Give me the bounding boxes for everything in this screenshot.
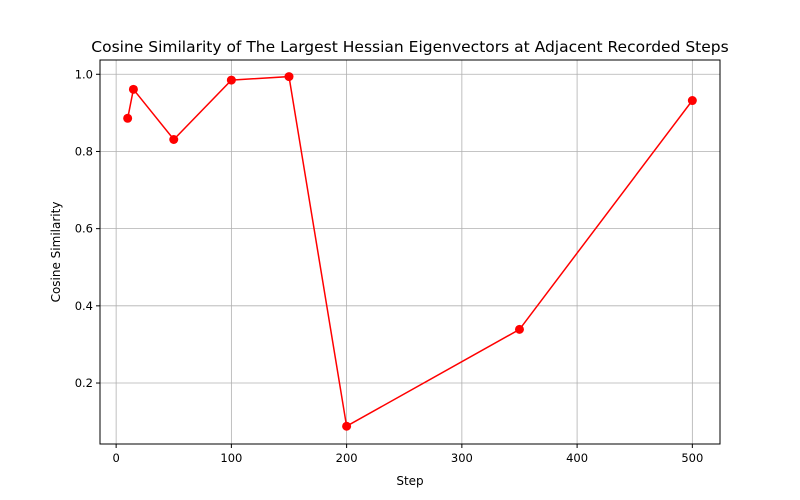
series-marker-layer	[123, 72, 697, 431]
data-point	[169, 135, 179, 145]
data-point	[128, 84, 138, 94]
grid	[100, 60, 720, 444]
y-tick-label: 0.8	[75, 144, 93, 158]
x-axis-label: Step	[396, 474, 423, 488]
series-line-layer	[126, 75, 693, 428]
plot-frame	[99, 59, 721, 445]
axis-ticks: 0 100 200 300 400 500 0.2 0.4 0.6 0.8 1.0	[75, 67, 704, 465]
y-tick-label: 0.2	[75, 376, 93, 390]
x-tick-label: 400	[566, 451, 588, 465]
data-point	[284, 72, 294, 82]
y-tick-label: 0.4	[75, 299, 93, 313]
series-line	[126, 75, 693, 428]
x-tick-label: 500	[681, 451, 703, 465]
chart-title: Cosine Similarity of The Largest Hessian…	[91, 38, 728, 56]
data-point	[123, 113, 133, 123]
y-tick-label: 0.6	[75, 222, 93, 236]
x-tick-label: 200	[336, 451, 358, 465]
data-point	[514, 324, 524, 334]
x-tick-label: 0	[112, 451, 119, 465]
data-point	[342, 421, 352, 431]
data-point	[687, 96, 697, 106]
y-axis-label: Cosine Similarity	[49, 202, 63, 303]
x-tick-label: 300	[451, 451, 473, 465]
y-tick-label: 1.0	[75, 67, 93, 81]
data-point	[226, 75, 236, 85]
x-tick-label: 100	[220, 451, 242, 465]
